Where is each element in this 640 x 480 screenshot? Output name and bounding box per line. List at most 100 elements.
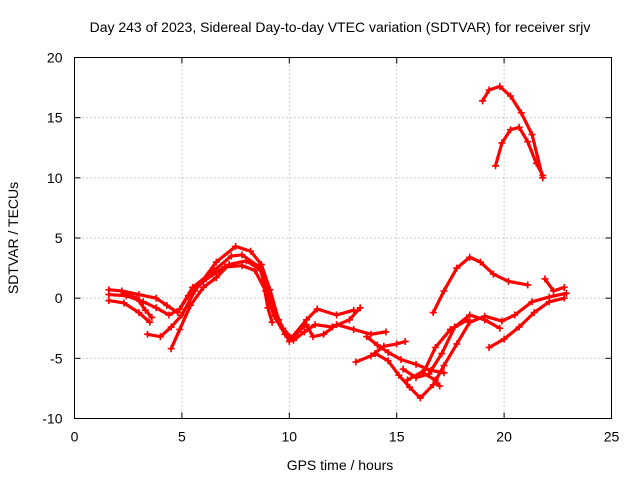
data-point-marker: [135, 291, 143, 299]
data-point-marker: [238, 251, 246, 259]
data-point-marker: [436, 382, 444, 390]
data-point-marker: [550, 287, 558, 295]
data-point-marker: [438, 350, 446, 358]
data-point-marker: [320, 330, 328, 338]
series-line: [107, 264, 362, 342]
series-track-8: [363, 333, 448, 377]
data-point-marker: [167, 323, 175, 331]
x-tick-label: 20: [496, 429, 512, 445]
y-tick-label: 0: [55, 290, 63, 306]
data-point-marker: [176, 325, 184, 333]
series-line: [107, 298, 152, 324]
series-track-10: [399, 311, 504, 382]
data-point-marker: [429, 381, 437, 389]
series-track-15: [541, 275, 568, 295]
data-point-marker: [476, 258, 484, 266]
data-point-marker: [302, 321, 310, 329]
data-point-marker: [496, 324, 504, 332]
data-point-marker: [479, 97, 487, 105]
data-point-marker: [311, 321, 319, 329]
data-point-marker: [384, 348, 392, 356]
data-point-marker: [135, 309, 143, 317]
data-point-marker: [225, 260, 233, 268]
data-point-marker: [496, 82, 504, 90]
data-point-marker: [524, 138, 532, 146]
data-point-marker: [466, 311, 474, 319]
data-point-marker: [212, 274, 220, 282]
data-point-marker: [492, 162, 500, 170]
data-point-marker: [532, 159, 540, 167]
data-point-marker: [257, 260, 265, 268]
data-point-marker: [406, 383, 414, 391]
series-track-16: [479, 82, 547, 182]
data-point-marker: [429, 309, 437, 317]
series-line: [145, 244, 388, 344]
data-point-marker: [397, 356, 405, 364]
data-point-marker: [511, 311, 519, 319]
data-point-marker: [275, 316, 283, 324]
chart-title: Day 243 of 2023, Sidereal Day-to-day VTE…: [90, 19, 591, 35]
data-point-marker: [485, 86, 493, 94]
data-point-marker: [352, 358, 360, 366]
data-point-marker: [356, 304, 364, 312]
data-point-marker: [560, 283, 568, 291]
series-line: [122, 291, 154, 320]
y-tick-label: -5: [50, 350, 63, 366]
data-point-marker: [517, 109, 525, 117]
series-line: [107, 253, 356, 340]
data-point-marker: [562, 289, 570, 297]
data-point-marker: [257, 266, 265, 274]
data-point-marker: [541, 275, 549, 283]
x-tick-label: 15: [389, 429, 405, 445]
data-point-marker: [367, 352, 375, 360]
data-point-marker: [300, 328, 308, 336]
data-point-marker: [524, 281, 532, 289]
data-point-marker: [232, 242, 240, 250]
series-track-14: [485, 294, 568, 352]
data-point-marker: [530, 309, 538, 317]
data-point-marker: [167, 345, 175, 353]
data-point-marker: [367, 330, 375, 338]
data-point-marker: [440, 362, 448, 370]
series-track-9: [371, 289, 570, 402]
data-point-marker: [440, 287, 448, 295]
data-point-marker: [418, 369, 426, 377]
y-axis-label: SDTVAR / TECUs: [5, 182, 21, 294]
data-point-marker: [498, 139, 506, 147]
data-series: [105, 82, 570, 402]
data-point-marker: [416, 394, 424, 402]
x-tick-label: 25: [604, 429, 620, 445]
data-point-marker: [163, 301, 171, 309]
data-point-marker: [371, 350, 379, 358]
data-point-marker: [186, 301, 194, 309]
data-point-marker: [141, 306, 149, 314]
data-point-marker: [152, 294, 160, 302]
series-track-17: [492, 123, 547, 179]
y-tick-label: -10: [42, 411, 62, 427]
x-tick-label: 0: [71, 429, 79, 445]
data-point-marker: [152, 304, 160, 312]
data-point-marker: [431, 344, 439, 352]
data-point-marker: [446, 325, 454, 333]
data-point-marker: [545, 298, 553, 306]
data-point-marker: [403, 376, 411, 384]
series-track-6: [167, 257, 276, 353]
y-tick-label: 15: [47, 110, 63, 126]
data-point-marker: [247, 247, 255, 255]
series-track-4: [120, 289, 156, 321]
data-point-marker: [199, 283, 207, 291]
data-point-marker: [133, 294, 141, 302]
data-point-marker: [453, 264, 461, 272]
series-track-13: [429, 253, 532, 317]
data-point-marker: [507, 126, 515, 134]
y-tick-label: 5: [55, 230, 63, 246]
series-line: [401, 313, 502, 380]
data-point-marker: [401, 337, 409, 345]
series-line: [431, 255, 530, 315]
data-point-marker: [528, 298, 536, 306]
data-point-marker: [333, 321, 341, 329]
data-point-marker: [266, 286, 274, 294]
data-point-marker: [453, 340, 461, 348]
data-point-marker: [489, 270, 497, 278]
